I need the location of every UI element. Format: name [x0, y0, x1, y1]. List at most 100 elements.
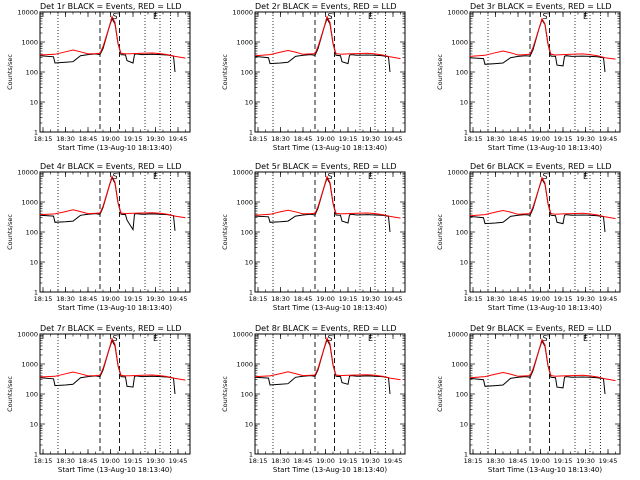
series-line-lld: [254, 175, 401, 219]
y-tick-label: 10: [245, 259, 253, 267]
y-tick-label: 10: [30, 421, 38, 429]
x-tick-label: 19:15: [554, 135, 573, 143]
x-tick-label: 18:45: [509, 295, 528, 303]
y-tick-label: 1000: [236, 39, 253, 47]
x-tick-label: 19:45: [599, 457, 618, 465]
x-tick-label: 19:00: [531, 457, 550, 465]
series-line-events: [469, 177, 606, 233]
chart-title: Det 9r BLACK = Events, RED = LLD: [470, 324, 612, 333]
y-tick-label: 1: [464, 129, 468, 137]
y-tick-label: 100: [241, 229, 253, 237]
period-marker-e: E: [368, 334, 373, 343]
x-tick-label: 19:30: [576, 295, 595, 303]
y-tick-label: 100: [241, 69, 253, 77]
series-line-lld: [469, 17, 616, 60]
plot-frame: [39, 11, 191, 133]
y-tick-label: 10000: [232, 9, 253, 17]
x-tick-label: 18:45: [509, 135, 528, 143]
y-axis-label: Counts/sec: [221, 376, 229, 412]
x-axis-label: Start Time (13-Aug-10 18:13:40): [488, 466, 602, 474]
x-axis-label: Start Time (13-Aug-10 18:13:40): [488, 304, 602, 312]
y-tick-label: 1000: [21, 39, 38, 47]
period-marker-s: S: [327, 172, 332, 181]
y-tick-label: 1: [34, 129, 38, 137]
period-marker-e: E: [583, 172, 588, 181]
y-tick-label: 100: [456, 391, 468, 399]
x-tick-label: 18:15: [34, 295, 53, 303]
x-axis-label: Start Time (13-Aug-10 18:13:40): [58, 304, 172, 312]
x-axis-label: Start Time (13-Aug-10 18:13:40): [58, 466, 172, 474]
chart-panel-2: 1 10 100 1000 10000 18:15 18:30 18:45 19:00 19:15…: [221, 2, 406, 152]
x-axis-label: Start Time (13-Aug-10 18:13:40): [488, 144, 602, 152]
chart-panel-9: 1 10 100 1000 10000 18:15 18:30 18:45 19:00 19:15…: [436, 324, 621, 474]
x-tick-label: 19:45: [599, 295, 618, 303]
x-tick-label: 19:30: [361, 135, 380, 143]
period-marker-e: E: [583, 334, 588, 343]
x-tick-label: 19:00: [316, 295, 335, 303]
x-tick-label: 19:30: [576, 135, 595, 143]
y-tick-label: 10: [245, 99, 253, 107]
y-tick-label: 1000: [236, 199, 253, 207]
y-tick-label: 10000: [17, 331, 38, 339]
chart-panel-3: 1 10 100 1000 10000 18:15 18:30 18:45 19:00 19:15…: [436, 2, 621, 152]
chart-panel-8: 1 10 100 1000 10000 18:15 18:30 18:45 19:00 19:15…: [221, 324, 406, 474]
x-tick-label: 19:45: [384, 135, 403, 143]
x-tick-label: 18:45: [294, 135, 313, 143]
plot-frame: [469, 333, 621, 455]
series-line-events: [469, 339, 606, 395]
y-axis-label: Counts/sec: [436, 214, 444, 250]
y-tick-label: 10: [30, 259, 38, 267]
y-axis-label: Counts/sec: [221, 54, 229, 90]
x-tick-label: 18:15: [34, 135, 53, 143]
series-line-events: [39, 176, 176, 232]
plot-frame: [39, 333, 191, 455]
chart-panel-7: 1 10 100 1000 10000 18:15 18:30 18:45 19:00 19:15…: [6, 324, 191, 474]
y-tick-label: 100: [456, 69, 468, 77]
y-tick-label: 10000: [17, 169, 38, 177]
x-tick-label: 18:45: [79, 295, 98, 303]
x-tick-label: 19:00: [531, 295, 550, 303]
y-tick-label: 10000: [447, 9, 468, 17]
period-marker-e: E: [368, 12, 373, 21]
y-tick-label: 1000: [451, 39, 468, 47]
y-tick-label: 10000: [17, 9, 38, 17]
period-marker-s: S: [327, 12, 332, 21]
y-axis-label: Counts/sec: [6, 54, 14, 90]
x-tick-label: 18:15: [464, 295, 483, 303]
x-tick-label: 19:15: [554, 457, 573, 465]
period-marker-s: S: [112, 172, 117, 181]
y-axis-label: Counts/sec: [6, 214, 14, 250]
x-axis-label: Start Time (13-Aug-10 18:13:40): [273, 144, 387, 152]
series-line-lld: [469, 176, 616, 220]
x-tick-label: 18:30: [271, 457, 290, 465]
x-tick-label: 19:00: [101, 135, 120, 143]
x-tick-label: 19:00: [531, 135, 550, 143]
y-tick-label: 10: [460, 99, 468, 107]
y-tick-label: 1: [464, 451, 468, 459]
y-tick-label: 10: [30, 99, 38, 107]
x-tick-label: 19:45: [169, 457, 188, 465]
period-marker-e: E: [153, 334, 158, 343]
plot-frame: [254, 171, 406, 293]
chart-panel-5: 1 10 100 1000 10000 18:15 18:30 18:45 19:00 19:15…: [221, 162, 406, 312]
x-tick-label: 18:15: [464, 457, 483, 465]
x-tick-label: 19:15: [124, 135, 143, 143]
series-line-events: [39, 17, 176, 73]
x-tick-label: 19:15: [339, 295, 358, 303]
chart-panel-6: 1 10 100 1000 10000 18:15 18:30 18:45 19:00 19:15…: [436, 162, 621, 312]
plot-frame: [254, 11, 406, 133]
y-tick-label: 1000: [21, 361, 38, 369]
x-tick-label: 18:30: [56, 135, 75, 143]
x-tick-label: 19:30: [146, 457, 165, 465]
x-tick-label: 19:15: [124, 295, 143, 303]
y-tick-label: 1: [464, 289, 468, 297]
y-tick-label: 10: [460, 259, 468, 267]
period-marker-s: S: [542, 172, 547, 181]
x-tick-label: 19:15: [339, 135, 358, 143]
period-marker-e: E: [153, 12, 158, 21]
x-tick-label: 19:30: [361, 457, 380, 465]
period-marker-e: E: [583, 12, 588, 21]
y-tick-label: 1: [34, 289, 38, 297]
period-marker-s: S: [542, 334, 547, 343]
x-tick-label: 19:30: [576, 457, 595, 465]
